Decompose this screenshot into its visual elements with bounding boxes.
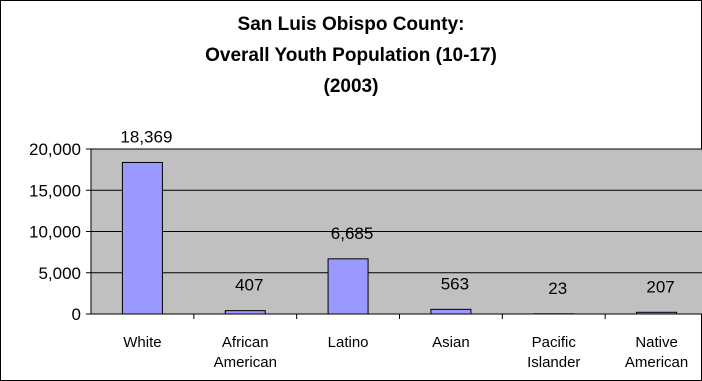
y-tick-label: 20,000	[29, 140, 81, 159]
x-category-label: Asian	[432, 334, 470, 351]
y-tick-label: 0	[72, 305, 81, 324]
y-tick-label: 5,000	[38, 264, 81, 283]
chart-title-line-1: San Luis Obispo County:	[238, 14, 465, 35]
x-category-label: Pacific	[532, 334, 577, 351]
x-category-label: African	[222, 334, 269, 351]
chart-title-line-2: Overall Youth Population (10-17)	[205, 45, 497, 66]
plot-area: 0 5,000 10,000 15,000 20,000 18,369 White 407 Af…	[29, 127, 702, 371]
chart-title-line-3: (2003)	[324, 76, 379, 97]
x-category-label: American	[214, 354, 277, 371]
data-label: 407	[235, 276, 263, 295]
y-tick-label: 10,000	[29, 223, 81, 242]
x-category-label: White	[123, 334, 161, 351]
x-category-label: Native	[635, 334, 678, 351]
data-label: 563	[441, 274, 469, 293]
data-label: 207	[646, 277, 674, 296]
bar	[327, 258, 369, 315]
bar	[121, 161, 163, 315]
data-label: 6,685	[331, 224, 374, 243]
bar	[224, 310, 266, 315]
bar	[636, 311, 678, 315]
x-category-label: Latino	[328, 334, 369, 351]
bar	[430, 308, 472, 315]
x-category-label: Islander	[527, 354, 580, 371]
x-category-label: American	[625, 354, 688, 371]
data-label: 23	[548, 279, 567, 298]
data-label: 18,369	[120, 127, 172, 146]
y-tick-label: 15,000	[29, 181, 81, 200]
